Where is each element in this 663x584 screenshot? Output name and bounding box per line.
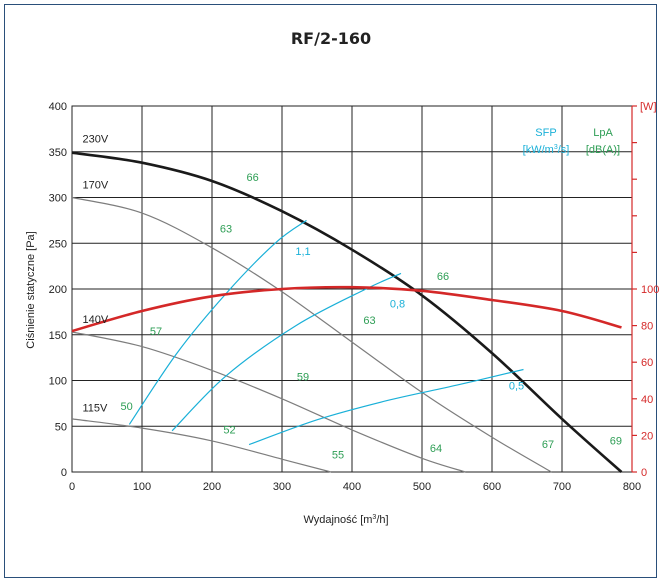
lpa-label: 63: [220, 223, 232, 235]
x-tick-label: 0: [69, 481, 75, 493]
voltage-label: 115V: [83, 403, 109, 415]
x-tick-label: 600: [483, 481, 501, 493]
grid: [71, 105, 637, 473]
x-tick-label: 100: [133, 481, 151, 493]
lpa-label: 59: [297, 372, 309, 384]
y2-tick-label: 80: [641, 321, 653, 333]
sfp-label: 0,8: [390, 298, 405, 310]
voltage-label: 140V: [83, 314, 109, 326]
lpa-label: 64: [430, 443, 442, 455]
y2-axis-label: [W]: [640, 101, 657, 113]
x-tick-label: 200: [203, 481, 221, 493]
lpa-label: 52: [223, 425, 235, 437]
sfp-unit: [kW/m3/s]: [523, 144, 570, 156]
lpa-label: 55: [332, 449, 344, 461]
fan-curve-230V: [71, 151, 623, 473]
x-tick-label: 500: [413, 481, 431, 493]
y-tick-label: 150: [49, 330, 67, 342]
x-tick-label: 700: [553, 481, 571, 493]
lpa-label: 66: [437, 271, 449, 283]
y2-tick-label: 40: [641, 394, 653, 406]
chart-title: RF/2-160: [291, 29, 371, 48]
y-tick-label: 50: [55, 421, 67, 433]
voltage-label: 230V: [83, 134, 109, 146]
y2-tick-label: 100: [641, 284, 659, 296]
lpa-label: 50: [120, 401, 132, 413]
sfp-curve-0,5: [248, 368, 524, 446]
lpa-label: 69: [610, 436, 622, 448]
fan-curve-140V: [71, 331, 466, 473]
curves: [71, 151, 623, 473]
lpa-label: 57: [150, 326, 162, 338]
sfp-curve-0,8: [171, 272, 402, 432]
y2-tick-label: 20: [641, 430, 653, 442]
y-tick-label: 200: [49, 284, 67, 296]
y2-tick-label: 0: [641, 467, 647, 479]
lpa-unit: [dB(A)]: [586, 144, 620, 156]
y-tick-label: 100: [49, 376, 67, 388]
x-axis-label: Wydajność [m3/h]: [303, 514, 388, 526]
lpa-header: LpA: [593, 127, 613, 139]
x-tick-label: 300: [273, 481, 291, 493]
x-tick-label: 800: [623, 481, 641, 493]
x-tick-label: 400: [343, 481, 361, 493]
labels: 0 100 200 300 400 500 600 700 800050100150200250…: [49, 101, 660, 493]
y-axis-label: Ciśnienie statyczne [Pa]: [25, 231, 37, 348]
sfp-label: 1,1: [295, 246, 310, 258]
fan-curve-170V: [71, 196, 552, 473]
y-tick-label: 400: [49, 101, 67, 113]
sfp-header: SFP: [535, 127, 556, 139]
y2-tick-label: 60: [641, 357, 653, 369]
fan-curve-115V: [71, 418, 332, 473]
lpa-label: 66: [246, 172, 258, 184]
sfp-label: 0,5: [509, 381, 524, 393]
chart-frame: [4, 4, 657, 578]
y-tick-label: 250: [49, 238, 67, 250]
y-tick-label: 300: [49, 193, 67, 205]
lpa-label: 67: [542, 439, 554, 451]
y-tick-label: 0: [61, 467, 67, 479]
y-tick-label: 350: [49, 147, 67, 159]
power-curve: [71, 285, 622, 333]
voltage-label: 170V: [83, 179, 109, 191]
lpa-label: 63: [363, 315, 375, 327]
